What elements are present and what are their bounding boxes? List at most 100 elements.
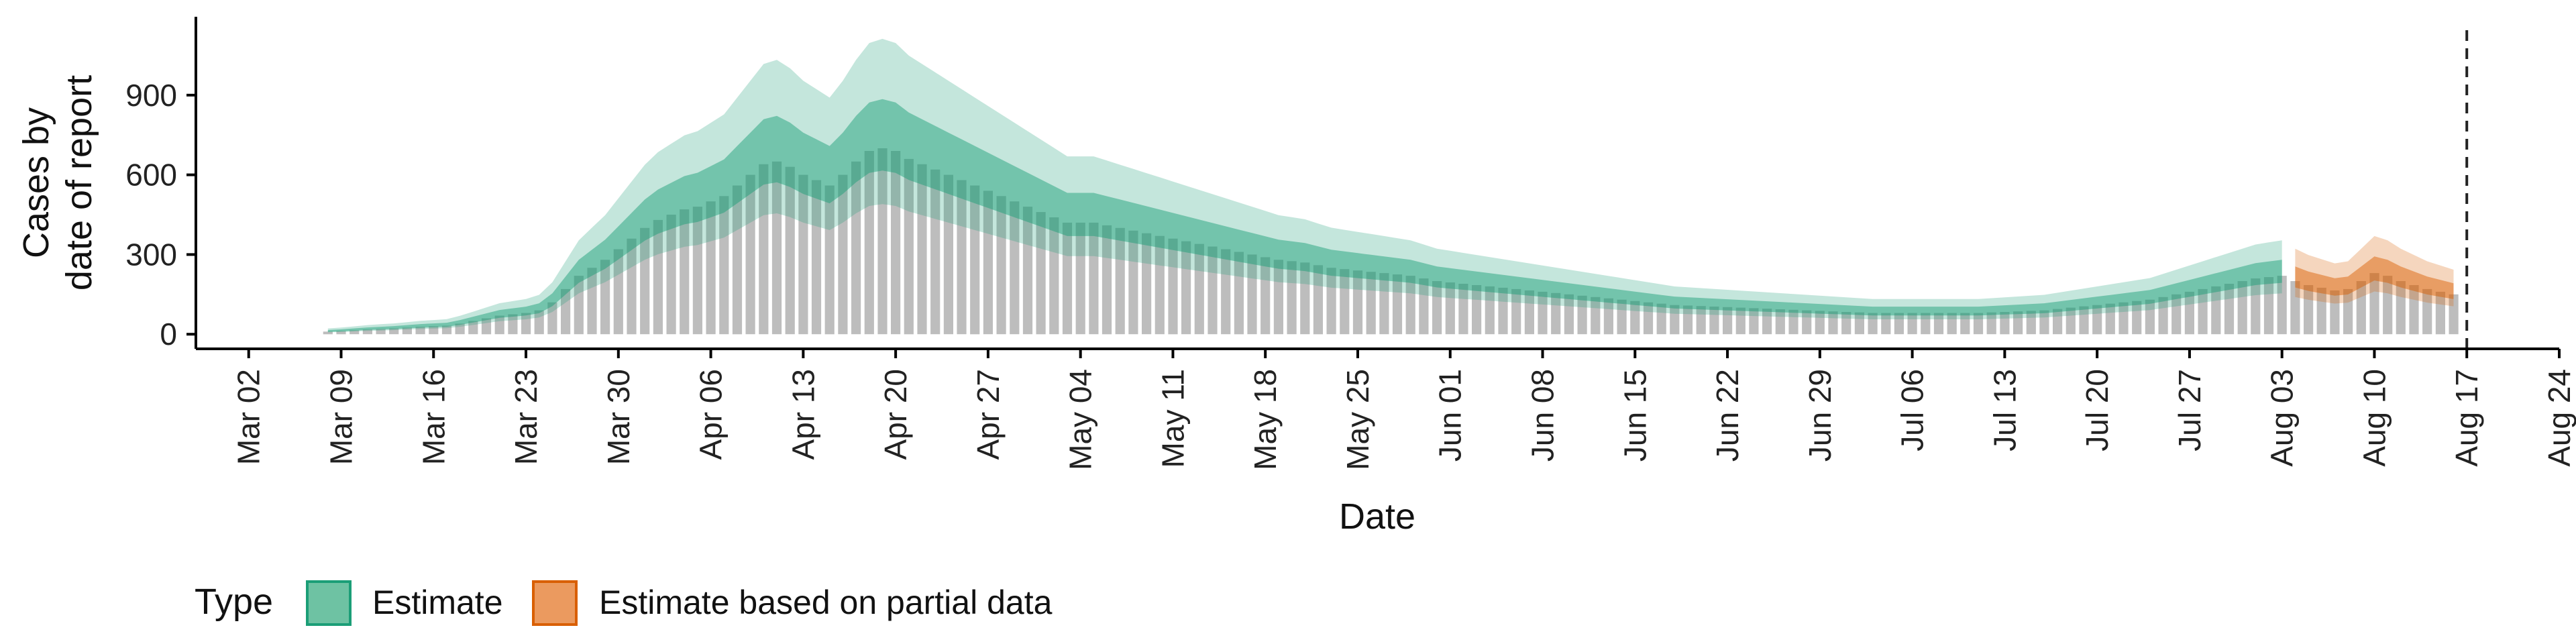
reported-cases-bar	[1735, 307, 1746, 335]
reported-cases-bar	[2013, 311, 2023, 335]
reported-cases-bar	[1458, 284, 1468, 335]
reported-cases-bar	[864, 151, 874, 335]
reported-cases-bar	[1498, 287, 1508, 335]
x-tick-label: May 11	[1155, 369, 1190, 468]
reported-cases-bar	[415, 327, 425, 335]
x-tick-label: Apr 06	[694, 369, 729, 460]
x-tick-label: Jul 06	[1895, 369, 1930, 451]
legend-key-partial	[532, 580, 578, 626]
reported-cases-bar	[1273, 260, 1283, 335]
x-tick-label: Mar 09	[323, 369, 358, 465]
reported-cases-bar	[996, 196, 1006, 335]
reported-cases-bar	[2435, 291, 2445, 335]
reported-cases-bar	[2079, 306, 2089, 335]
reported-cases-bar	[2409, 285, 2419, 335]
reported-cases-bar	[1234, 252, 1244, 335]
reported-cases-bar	[1062, 222, 1073, 335]
reported-cases-bar	[2053, 309, 2063, 335]
reported-cases-bar	[1577, 295, 1587, 335]
reported-cases-bar	[336, 331, 346, 335]
reported-cases-bar	[1379, 273, 1389, 335]
reported-cases-bar	[627, 238, 637, 335]
reported-cases-bar	[2158, 297, 2168, 335]
reported-cases-bar	[1194, 244, 1204, 335]
reported-cases-bar	[2039, 310, 2049, 335]
reported-cases-bar	[468, 321, 478, 335]
reported-cases-bar	[2356, 281, 2366, 335]
reported-cases-bar	[771, 161, 782, 335]
reported-cases-bar	[1089, 222, 1099, 335]
x-tick-label: Jun 08	[1525, 369, 1560, 462]
reported-cases-bar	[2449, 294, 2459, 335]
x-tick-label: Mar 23	[508, 369, 543, 465]
reported-cases-bar	[930, 169, 941, 335]
reported-cases-bar	[1723, 307, 1733, 335]
reported-cases-bar	[1656, 303, 1666, 335]
reported-cases-bar	[1102, 225, 1112, 335]
legend-title: Type	[195, 582, 273, 622]
axes: 0 300 600 900 Mar 02 Mar 09 Mar 16 Mar 23 Mar 30…	[125, 17, 2576, 470]
reported-cases-bar	[706, 201, 716, 335]
x-tick-label: Aug 10	[2357, 369, 2392, 467]
reported-cases-bar	[785, 166, 795, 335]
y-tick-label: 300	[125, 237, 177, 272]
reported-cases-bar	[1392, 274, 1403, 335]
x-tick-label: Jul 13	[1987, 369, 2022, 451]
reported-cases-bar	[534, 310, 544, 335]
reported-cases-bar	[1603, 298, 1613, 335]
legend-key-estimate	[306, 580, 352, 626]
reported-cases-bar	[1788, 309, 1799, 335]
reported-cases-bar	[1538, 291, 1548, 335]
reported-cases-bar	[1591, 297, 1601, 335]
x-tick-label: Jul 20	[2080, 369, 2114, 451]
reported-cases-bar	[587, 268, 597, 335]
reported-cases-bar	[732, 185, 743, 335]
x-tick-label: Aug 17	[2449, 369, 2484, 467]
reported-cases-bar	[1511, 288, 1521, 335]
x-tick-label: Mar 02	[231, 369, 266, 465]
reported-cases-bar	[1142, 233, 1152, 335]
reported-cases-bar	[2263, 277, 2274, 335]
reported-cases-bar	[1472, 285, 1482, 335]
reported-cases-bar	[1709, 307, 1719, 335]
reported-cases-bars	[323, 148, 2459, 335]
reported-cases-bar	[1894, 313, 1904, 335]
x-tick-label: Mar 30	[601, 369, 636, 465]
reported-cases-bar	[521, 313, 531, 335]
reported-cases-bar	[2000, 312, 2010, 335]
y-axis-title: Cases by date of report	[16, 75, 99, 290]
reported-cases-bar	[798, 174, 808, 335]
reported-cases-bar	[2396, 281, 2406, 335]
reported-cases-bar	[376, 329, 386, 335]
estimate-outer-band	[327, 38, 2282, 333]
reported-cases-bar	[1854, 312, 1864, 335]
reported-cases-bar	[877, 148, 888, 335]
partial-inner-band	[2295, 256, 2454, 299]
legend-label-partial: Estimate based on partial data	[599, 584, 1053, 621]
reported-cases-bar	[1313, 265, 1323, 335]
reported-cases-bar	[891, 151, 901, 335]
reported-cases-bar	[1419, 278, 1429, 335]
x-tick-label: Jun 22	[1710, 369, 1745, 462]
reported-cases-bar	[2145, 299, 2155, 335]
x-tick-label: Jul 27	[2172, 369, 2207, 451]
reported-cases-bar	[983, 191, 993, 335]
reported-cases-bar	[759, 164, 769, 335]
reported-cases-bar	[561, 288, 571, 335]
reported-cases-bar	[1630, 301, 1640, 335]
reported-cases-bar	[957, 180, 967, 335]
reported-cases-bar	[1524, 290, 1534, 335]
reported-cases-bar	[1049, 217, 1059, 335]
reported-cases-bar	[2105, 303, 2115, 335]
reported-cases-bar	[2383, 276, 2393, 335]
reported-cases-bar	[692, 207, 702, 335]
reported-cases-bar	[1022, 207, 1033, 335]
legend: Type Estimate Estimate based on partial …	[195, 580, 1053, 626]
x-tick-label: Jun 15	[1617, 369, 1652, 462]
reported-cases-bar	[824, 185, 835, 335]
reported-cases-bar	[1208, 246, 1218, 335]
reported-cases-bar	[838, 174, 848, 335]
reported-cases-bar	[1221, 249, 1231, 335]
reported-cases-bar	[1947, 313, 1957, 335]
reported-cases-bar	[600, 260, 610, 335]
